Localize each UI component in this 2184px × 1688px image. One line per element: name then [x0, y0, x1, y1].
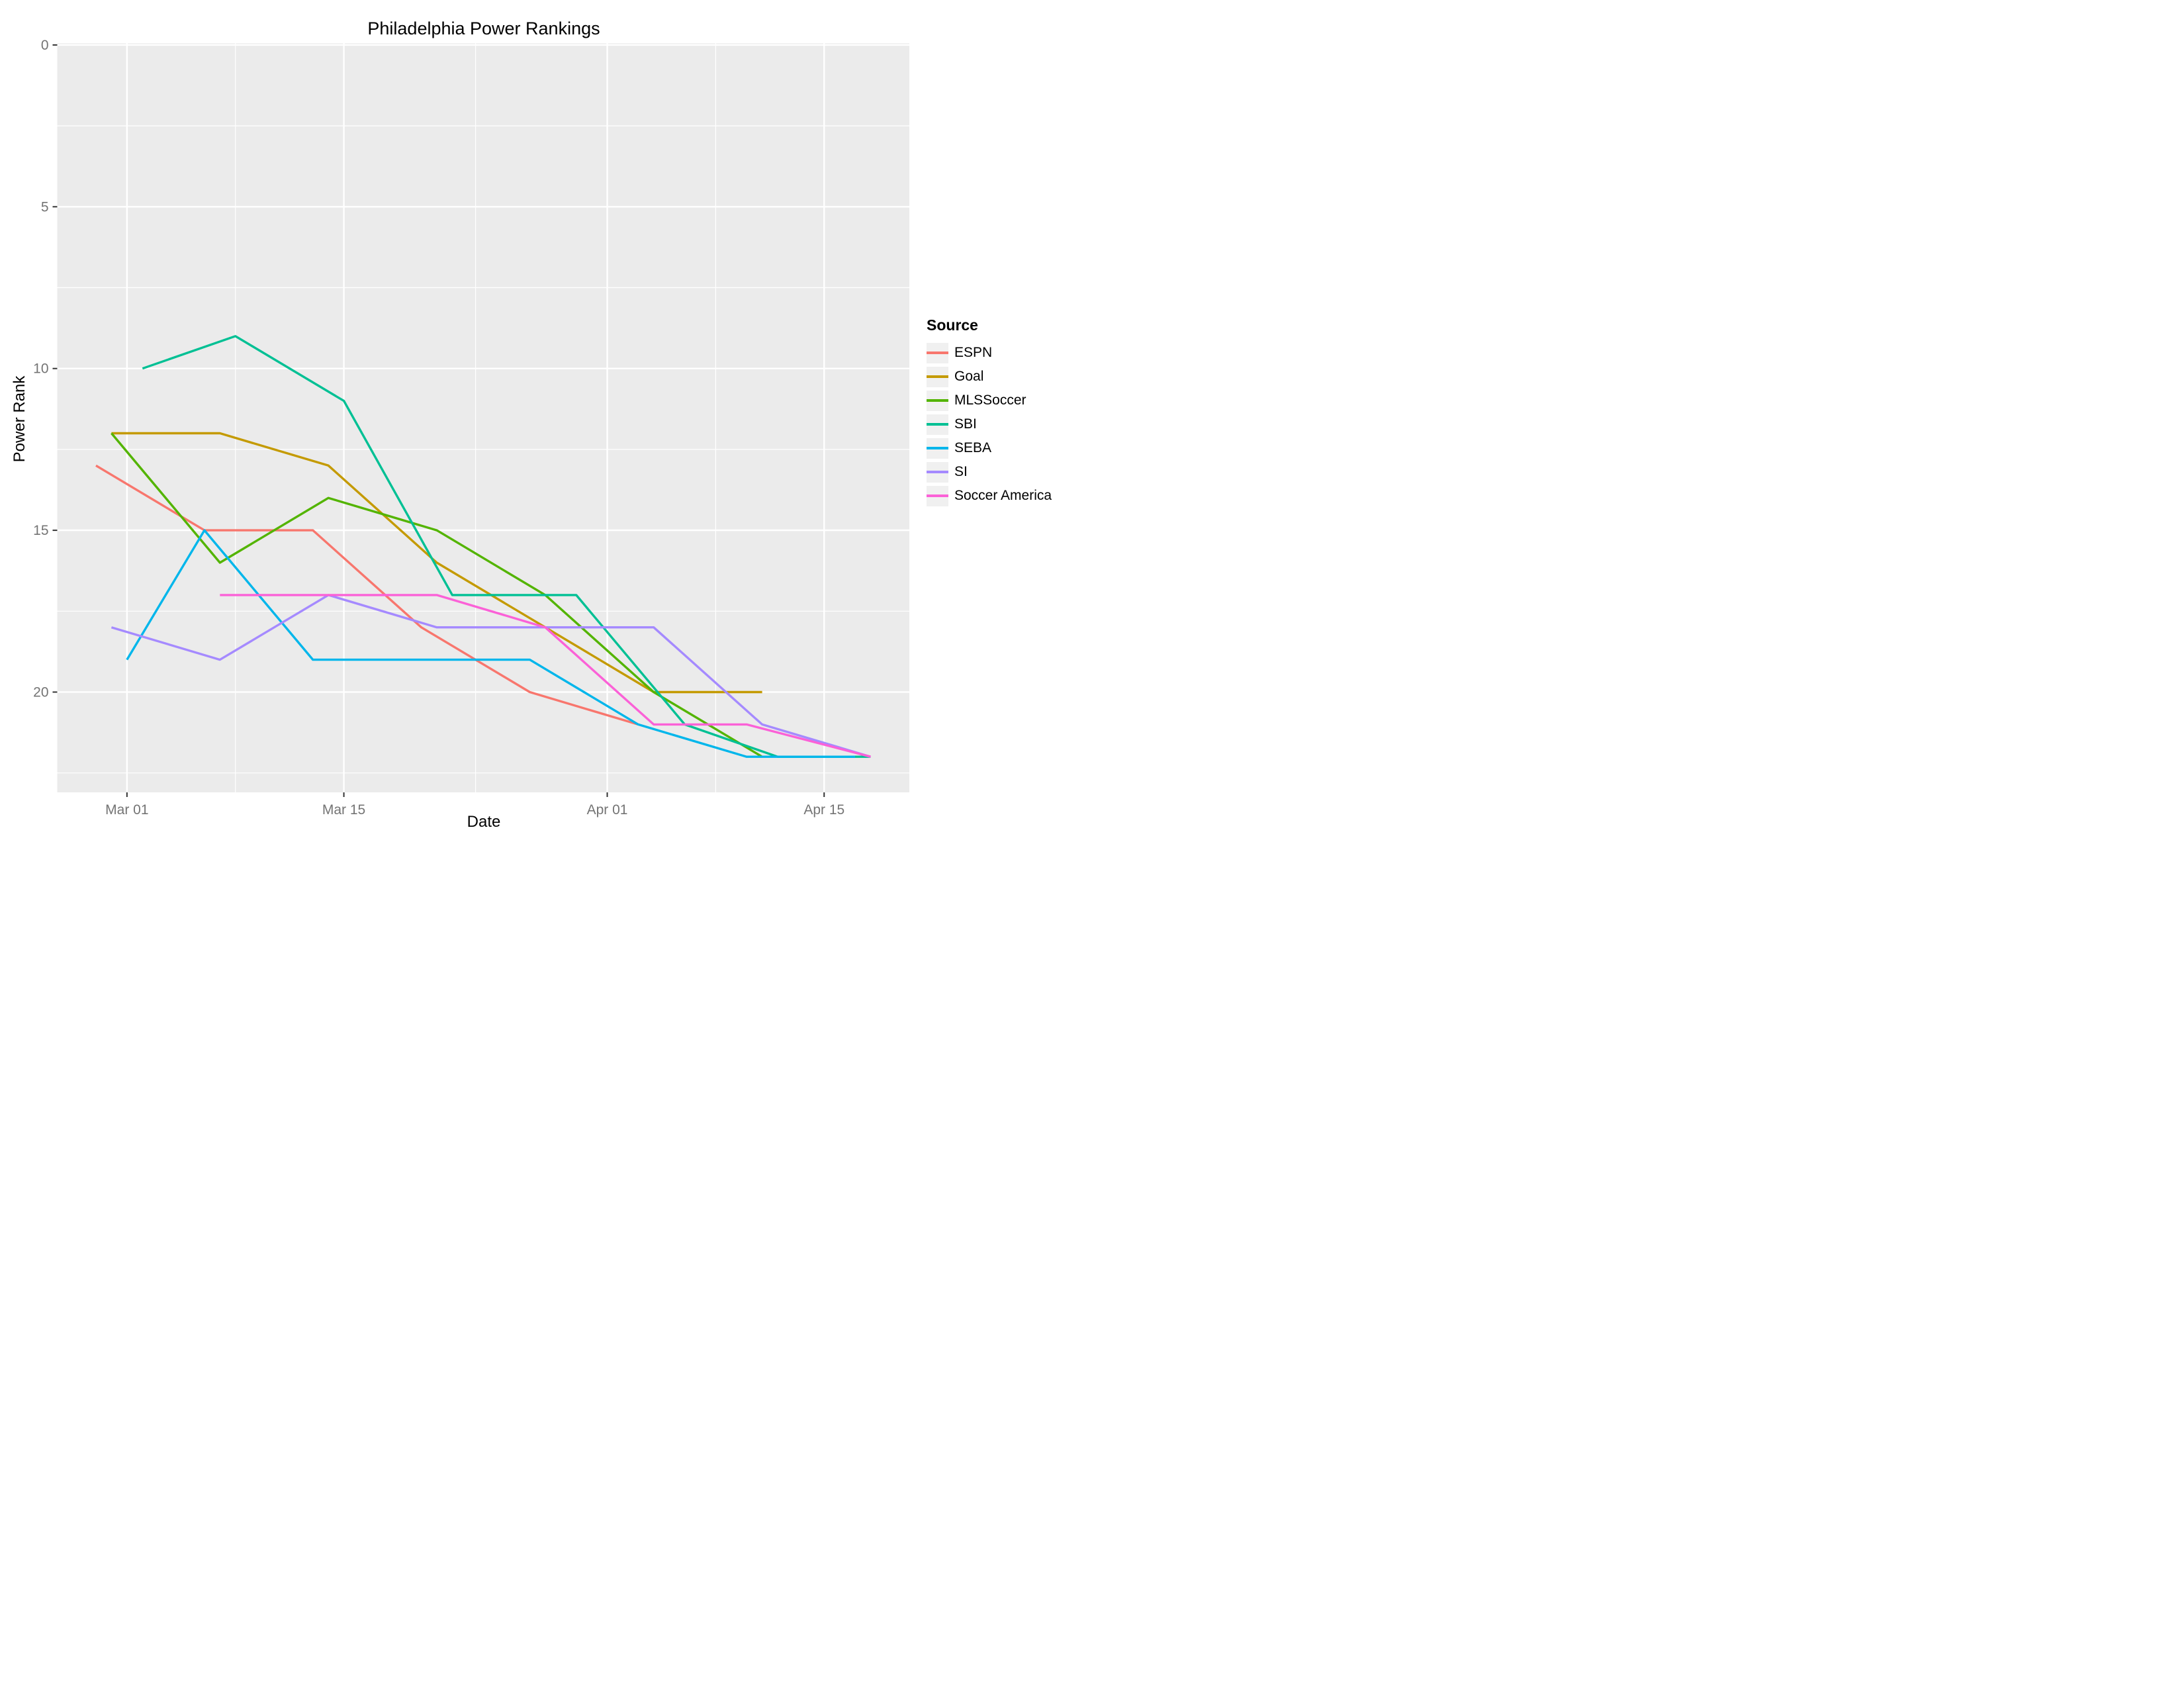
y-tick-label: 20: [33, 684, 48, 700]
series-line-seba: [126, 529, 856, 758]
legend: Source ESPN Goal MLSSoccer SBI SEBA SI Soccer …: [927, 316, 1052, 508]
legend-item: MLSSoccer: [927, 389, 1052, 412]
legend-label: Goal: [954, 369, 984, 384]
x-tick-label: Mar 15: [322, 802, 365, 818]
legend-label: MLSSoccer: [954, 393, 1026, 408]
legend-label: SI: [954, 464, 968, 479]
plot-panel: [57, 43, 909, 792]
legend-title: Source: [927, 316, 978, 334]
legend-key-line-icon: [927, 494, 948, 497]
legend-item: ESPN: [927, 341, 1052, 365]
y-axis-title: Power Rank: [11, 375, 28, 463]
series-line-espn: [95, 464, 639, 726]
legend-key-goal: [927, 366, 948, 387]
legend-item: SBI: [927, 412, 1052, 436]
chart-title: Philadelphia Power Rankings: [367, 19, 600, 38]
series-line-soccer-america: [220, 594, 871, 758]
legend-key-line-icon: [927, 471, 948, 473]
legend-key-line-icon: [927, 423, 948, 426]
x-axis-title: Date: [467, 813, 501, 831]
legend-label: SBI: [954, 416, 977, 432]
legend-items: ESPN Goal MLSSoccer SBI SEBA SI Soccer America: [927, 341, 1052, 508]
legend-key-soccer-america: [927, 485, 948, 506]
legend-key-si: [927, 461, 948, 483]
legend-key-mlssoccer: [927, 390, 948, 411]
x-tick-label: Mar 01: [105, 802, 148, 818]
legend-label: SEBA: [954, 440, 992, 455]
chart-figure: Philadelphia Power Rankings 0 5 10 15 20 Mar …: [0, 0, 1092, 844]
legend-key-espn: [927, 342, 948, 363]
y-tick-label: 5: [41, 199, 49, 214]
series-line-si: [111, 594, 871, 758]
plot-area: 0 5 10 15 20 Mar 01 Mar 15 Apr 01 Apr 15: [33, 38, 909, 818]
legend-item: Goal: [927, 365, 1052, 389]
series-line-sbi: [142, 335, 871, 758]
legend-label: Soccer America: [954, 488, 1052, 503]
legend-key-line-icon: [927, 375, 948, 378]
y-tick-label: 15: [33, 523, 48, 538]
series-line-mlssoccer: [111, 432, 763, 758]
legend-item: SI: [927, 460, 1052, 484]
legend-item: SEBA: [927, 436, 1052, 460]
legend-item: Soccer America: [927, 484, 1052, 508]
legend-key-line-icon: [927, 447, 948, 449]
legend-key-line-icon: [927, 399, 948, 402]
y-tick-label: 0: [41, 38, 49, 53]
legend-key-seba: [927, 438, 948, 459]
y-tick-label: 10: [33, 361, 48, 377]
legend-label: ESPN: [954, 345, 993, 360]
x-tick-label: Apr 01: [587, 802, 628, 818]
x-tick-label: Apr 15: [803, 802, 844, 818]
legend-key-sbi: [927, 414, 948, 435]
legend-key-line-icon: [927, 352, 948, 354]
